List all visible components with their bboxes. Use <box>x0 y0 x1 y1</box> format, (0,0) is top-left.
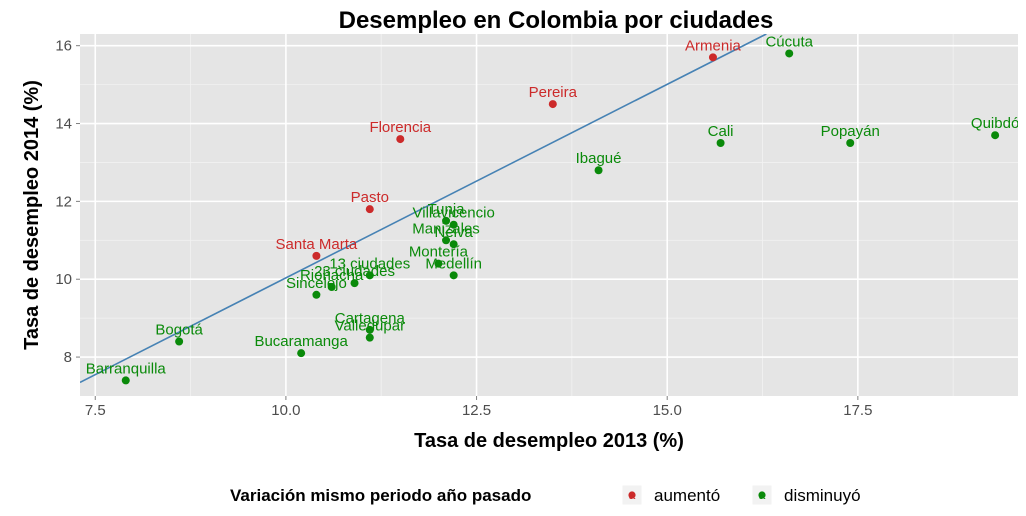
point-label-pasto: Pasto <box>351 189 389 206</box>
point-label-quibdo: Quibdó <box>971 115 1019 132</box>
point-valledupar <box>365 333 374 342</box>
point-label-monteria: Montería <box>409 244 469 261</box>
point-label-armenia: Armenia <box>685 37 742 54</box>
legend-marker-disminuyo <box>758 491 766 499</box>
y-tick-label: 14 <box>55 116 72 133</box>
trend-line <box>80 34 767 384</box>
x-tick-label: 10.0 <box>271 402 300 419</box>
point-label-bucaramanga: Bucaramanga <box>254 333 348 350</box>
point-pasto <box>365 205 374 214</box>
point-riohacha <box>327 283 336 292</box>
legend-title: Variación mismo periodo año pasado <box>230 486 531 505</box>
y-tick-label: 12 <box>55 193 72 210</box>
point-bogota <box>175 337 184 346</box>
point-label-santa-marta: Santa Marta <box>276 236 358 253</box>
point-label-cartagena: Cartagena <box>335 310 406 327</box>
grid-major <box>80 34 1018 396</box>
point-label-tunja: Tunja <box>428 201 466 218</box>
point-tunja <box>442 216 451 225</box>
point-popayan <box>846 138 855 147</box>
point-barranquilla <box>121 376 130 385</box>
point-13-ciudades <box>365 271 374 280</box>
point-cucuta <box>785 49 794 58</box>
point-label-pereira: Pereira <box>529 84 578 101</box>
trend-group <box>80 34 767 384</box>
point-label-barranquilla: Barranquilla <box>86 360 167 377</box>
y-tick-label: 10 <box>55 271 72 288</box>
point-armenia <box>708 53 717 62</box>
point-label-valledupar: Valledupar <box>334 318 405 335</box>
grid-minor <box>80 34 1018 396</box>
point-label-popayan: Popayán <box>821 123 880 140</box>
x-tick-label: 15.0 <box>653 402 682 419</box>
point-label-cali: Cali <box>708 123 734 140</box>
point-santa-marta <box>312 251 321 260</box>
chart-title: Desempleo en Colombia por ciudades <box>339 7 774 34</box>
point-label-23-ciudades: 23 ciudades <box>314 263 395 280</box>
point-cali <box>716 138 725 147</box>
point-label-riohacha: Riohacha <box>300 267 364 284</box>
x-tick-label: 7.5 <box>85 402 106 419</box>
point-label-medellin: Medellín <box>425 255 482 272</box>
y-axis-ticks: 8 10 12 14 16 <box>55 38 80 366</box>
x-tick-label: 17.5 <box>843 402 872 419</box>
point-monteria <box>434 259 443 268</box>
point-label-bogota: Bogotá <box>155 322 203 339</box>
legend-glyph-disminuyo: a <box>759 488 766 502</box>
y-axis-title: Tasa de desempleo 2014 (%) <box>21 80 43 350</box>
point-quibdo <box>991 131 1000 140</box>
point-sincelejo <box>312 290 321 299</box>
point-label-neiva: Neiva <box>434 224 473 241</box>
point-florencia <box>396 135 405 144</box>
x-tick-label: 12.5 <box>462 402 491 419</box>
point-villavicencio <box>449 220 458 229</box>
legend-glyph-aumento: a <box>629 488 636 502</box>
point-cartagena <box>365 325 374 334</box>
point-23-ciudades <box>350 279 359 288</box>
point-label-manizales: Manizales <box>412 220 480 237</box>
point-label-cucuta: Cúcuta <box>765 33 813 50</box>
legend-marker-aumento <box>628 491 636 499</box>
legend-label-disminuyo: disminuyó <box>784 486 861 505</box>
legend: Variación mismo periodo año pasado a aum… <box>230 484 861 506</box>
point-label-sincelejo: Sincelejo <box>286 275 347 292</box>
point-bucaramanga <box>297 349 306 358</box>
labels-group: Armenia Pereira Florencia Pasto Santa Marta C… <box>86 33 1019 377</box>
point-label-ibague: Ibagué <box>576 150 622 167</box>
plot-panel <box>80 34 1018 396</box>
point-label-13-ciudades: 13 ciudades <box>329 255 410 272</box>
x-axis-ticks: 7.5 10.0 12.5 15.0 17.5 <box>85 396 872 419</box>
points-group <box>121 49 1000 385</box>
y-tick-label: 16 <box>55 38 72 55</box>
point-medellin <box>449 271 458 280</box>
point-label-villavicencio: Villavicencio <box>413 205 495 222</box>
point-label-florencia: Florencia <box>369 119 431 136</box>
y-tick-label: 8 <box>64 349 72 366</box>
legend-label-aumento: aumentó <box>654 486 720 505</box>
x-axis-title: Tasa de desempleo 2013 (%) <box>414 430 684 452</box>
point-ibague <box>594 166 603 175</box>
point-pereira <box>548 100 557 109</box>
point-manizales <box>442 236 451 245</box>
point-neiva <box>449 240 458 249</box>
